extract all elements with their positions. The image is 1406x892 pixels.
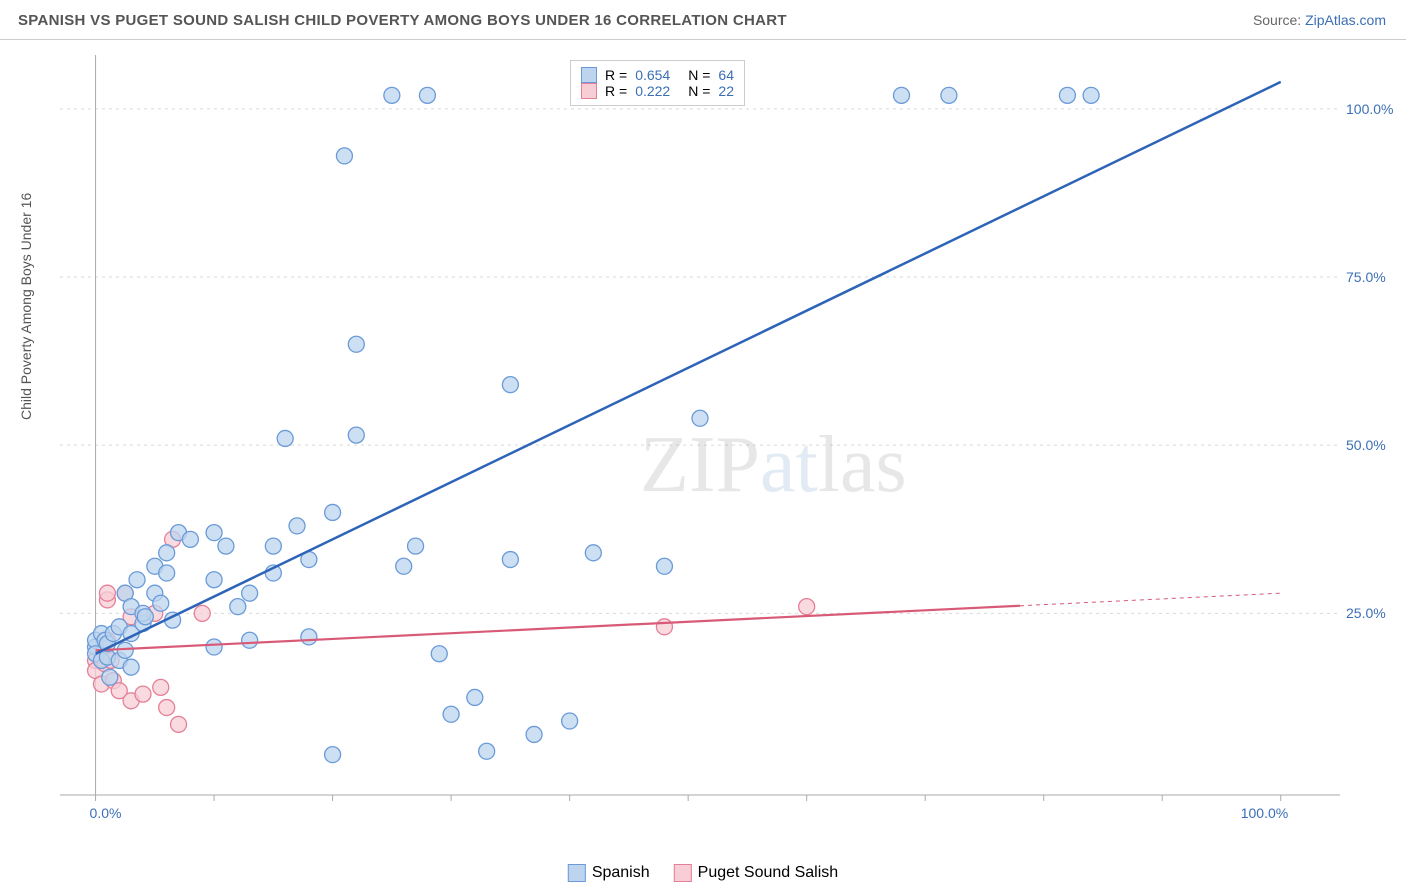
legend-label-salish: Puget Sound Salish (698, 864, 839, 882)
legend-swatch-spanish (568, 864, 586, 882)
swatch-salish (581, 83, 597, 99)
x-tick-label: 100.0% (1241, 805, 1288, 821)
legend-swatch-salish (674, 864, 692, 882)
n-value-salish: 22 (718, 83, 734, 99)
stats-legend: R = 0.654 N = 64 R = 0.222 N = 22 (570, 60, 745, 106)
y-tick-label: 100.0% (1346, 101, 1393, 117)
r-value-salish: 0.222 (635, 83, 670, 99)
stats-row-salish: R = 0.222 N = 22 (581, 83, 734, 99)
y-axis-label: Child Poverty Among Boys Under 16 (18, 193, 34, 420)
x-tick-label: 0.0% (90, 805, 122, 821)
y-tick-label: 25.0% (1346, 605, 1386, 621)
legend-item-salish: Puget Sound Salish (674, 864, 839, 882)
chart-title: SPANISH VS PUGET SOUND SALISH CHILD POVE… (18, 12, 787, 29)
swatch-spanish (581, 67, 597, 83)
legend-label-spanish: Spanish (592, 864, 650, 882)
y-tick-label: 75.0% (1346, 269, 1386, 285)
legend-item-spanish: Spanish (568, 864, 650, 882)
stats-row-spanish: R = 0.654 N = 64 (581, 67, 734, 83)
source-label: Source: ZipAtlas.com (1253, 12, 1386, 28)
source-link[interactable]: ZipAtlas.com (1305, 12, 1386, 28)
r-value-spanish: 0.654 (635, 67, 670, 83)
y-tick-label: 50.0% (1346, 437, 1386, 453)
n-value-spanish: 64 (718, 67, 734, 83)
scatter-chart-svg (60, 55, 1380, 835)
header: SPANISH VS PUGET SOUND SALISH CHILD POVE… (0, 0, 1406, 40)
source-prefix: Source: (1253, 12, 1305, 28)
series-legend: Spanish Puget Sound Salish (568, 864, 838, 882)
plot-area (60, 55, 1380, 835)
